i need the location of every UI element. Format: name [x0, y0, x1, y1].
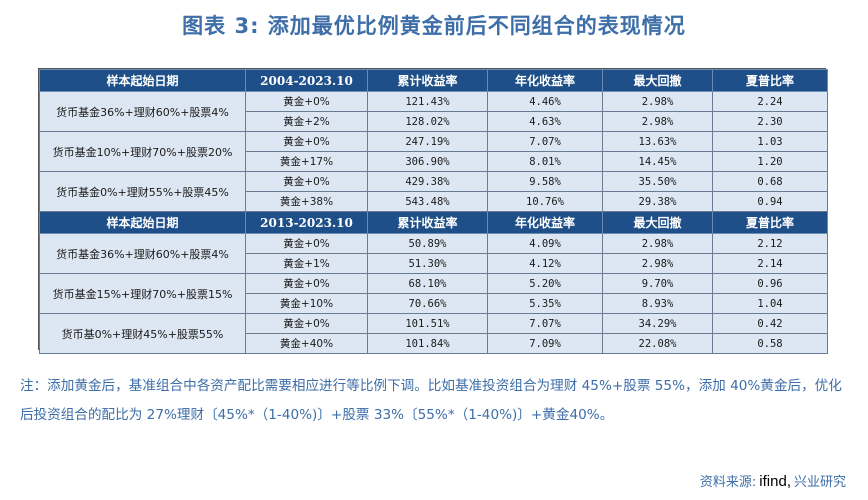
metric-cell: 2.98%	[602, 253, 713, 274]
metric-cell: 2.24	[712, 91, 828, 112]
metric-cell: 4.46%	[487, 91, 603, 112]
table-row: 货币基金36%+理财60%+股票4% 黄金+0% 50.89% 4.09% 2.98% 2…	[39, 233, 828, 274]
column-header: 年化收益率	[487, 69, 603, 92]
gold-allocation-cell: 黄金+10%	[245, 293, 368, 314]
column-header: 夏普比率	[712, 69, 828, 92]
metric-cell: 2.14	[712, 253, 828, 274]
metric-cell: 0.94	[712, 191, 828, 212]
table-row: 黄金+10% 70.66% 5.35% 8.93% 1.04	[40, 293, 828, 314]
metric-cell: 429.38%	[367, 171, 488, 192]
gold-allocation-cell: 黄金+1%	[245, 253, 368, 274]
section-header-row: 样本起始日期 2013-2023.10 累计收益率 年化收益率 最大回撤 夏普比率	[39, 211, 828, 234]
metric-cell: 2.98%	[602, 233, 713, 254]
metric-cell: 1.20	[712, 151, 828, 172]
portfolio-combo-cell: 货币基金0%+理财55%+股票45%	[39, 171, 246, 212]
portfolio-combo-cell: 货币基金10%+理财70%+股票20%	[39, 131, 246, 172]
metric-cell: 543.48%	[367, 191, 488, 212]
performance-table: 样本起始日期 2004-2023.10 累计收益率 年化收益率 最大回撤 夏普比率 货币基金…	[39, 69, 828, 354]
metric-cell: 51.30%	[367, 253, 488, 274]
metric-cell: 128.02%	[367, 111, 488, 132]
metric-cell: 50.89%	[367, 233, 488, 254]
gold-allocation-cell: 黄金+0%	[245, 171, 368, 192]
column-header: 最大回撤	[602, 69, 713, 92]
metric-cell: 13.63%	[602, 131, 713, 152]
table-row: 货币基金10%+理财70%+股票20% 黄金+0% 247.19% 7.07% 13.6…	[39, 131, 828, 172]
metric-cell: 5.35%	[487, 293, 603, 314]
metric-cell: 5.20%	[487, 273, 603, 294]
metric-cell: 0.68	[712, 171, 828, 192]
metric-cell: 8.93%	[602, 293, 713, 314]
gold-allocation-cell: 黄金+2%	[245, 111, 368, 132]
gold-allocation-cell: 黄金+38%	[245, 191, 368, 212]
source-ifind: ifind,	[759, 473, 791, 490]
metric-cell: 4.09%	[487, 233, 603, 254]
metric-cell: 101.51%	[367, 313, 488, 334]
gold-allocation-cell: 黄金+0%	[245, 233, 368, 254]
metric-cell: 14.45%	[602, 151, 713, 172]
metric-cell: 2.30	[712, 111, 828, 132]
gold-allocation-cell: 黄金+0%	[245, 313, 368, 334]
gold-allocation-cell: 黄金+40%	[245, 333, 368, 354]
column-header: 累计收益率	[367, 69, 488, 92]
metric-cell: 2.98%	[602, 111, 713, 132]
metric-cell: 121.43%	[367, 91, 488, 112]
metric-cell: 7.07%	[487, 131, 603, 152]
metric-cell: 2.98%	[602, 91, 713, 112]
metric-cell: 7.07%	[487, 313, 603, 334]
column-header: 2013-2023.10	[245, 211, 368, 234]
metric-cell: 8.01%	[487, 151, 603, 172]
metric-cell: 9.58%	[487, 171, 603, 192]
table-row: 黄金+2% 128.02% 4.63% 2.98% 2.30	[40, 111, 828, 132]
figure-title: 图表 3: 添加最优比例黄金前后不同组合的表现情况	[182, 14, 686, 38]
metric-cell: 2.12	[712, 233, 828, 254]
metric-cell: 29.38%	[602, 191, 713, 212]
gold-allocation-cell: 黄金+0%	[245, 91, 368, 112]
metric-cell: 0.96	[712, 273, 828, 294]
portfolio-combo-cell: 货币基0%+理财45%+股票55%	[39, 313, 246, 354]
source-prefix: 资料来源:	[699, 475, 757, 490]
table-row: 黄金+40% 101.84% 7.09% 22.08% 0.58	[40, 333, 828, 354]
metric-cell: 0.58	[712, 333, 828, 354]
column-header: 2004-2023.10	[245, 69, 368, 92]
table-row: 货币基金15%+理财70%+股票15% 黄金+0% 68.10% 5.20% 9.70%…	[39, 273, 828, 314]
source-line: 资料来源: ifind, 兴业研究	[700, 471, 846, 490]
metric-cell: 0.42	[712, 313, 828, 334]
metric-cell: 4.12%	[487, 253, 603, 274]
performance-table-container: 样本起始日期 2004-2023.10 累计收益率 年化收益率 最大回撤 夏普比率 货币基金…	[38, 68, 828, 354]
table-row: 货币基金36%+理财60%+股票4% 黄金+0% 121.43% 4.46% 2.98%…	[39, 91, 828, 132]
metric-cell: 10.76%	[487, 191, 603, 212]
metric-cell: 22.08%	[602, 333, 713, 354]
portfolio-combo-cell: 货币基金15%+理财70%+股票15%	[39, 273, 246, 314]
column-header: 累计收益率	[367, 211, 488, 234]
metric-cell: 34.29%	[602, 313, 713, 334]
metric-cell: 101.84%	[367, 333, 488, 354]
metric-cell: 306.90%	[367, 151, 488, 172]
metric-cell: 70.66%	[367, 293, 488, 314]
column-header: 年化收益率	[487, 211, 603, 234]
gold-allocation-cell: 黄金+17%	[245, 151, 368, 172]
section-header-row: 样本起始日期 2004-2023.10 累计收益率 年化收益率 最大回撤 夏普比率	[39, 69, 828, 92]
source-suffix: 兴业研究	[793, 475, 846, 490]
table-row: 黄金+38% 543.48% 10.76% 29.38% 0.94	[40, 191, 828, 212]
gold-allocation-cell: 黄金+0%	[245, 273, 368, 294]
column-header: 样本起始日期	[39, 211, 246, 234]
table-row: 货币基0%+理财45%+股票55% 黄金+0% 101.51% 7.07% 34.29%…	[39, 313, 828, 354]
metric-cell: 7.09%	[487, 333, 603, 354]
table-row: 黄金+1% 51.30% 4.12% 2.98% 2.14	[40, 253, 828, 274]
metric-cell: 9.70%	[602, 273, 713, 294]
column-header: 最大回撤	[602, 211, 713, 234]
gold-allocation-cell: 黄金+0%	[245, 131, 368, 152]
portfolio-combo-cell: 货币基金36%+理财60%+股票4%	[39, 233, 246, 274]
footnote: 注：添加黄金后，基准组合中各资产配比需要相应进行等比例下调。比如基准投资组合为理…	[20, 378, 842, 423]
metric-cell: 68.10%	[367, 273, 488, 294]
metric-cell: 4.63%	[487, 111, 603, 132]
metric-cell: 1.03	[712, 131, 828, 152]
metric-cell: 247.19%	[367, 131, 488, 152]
metric-cell: 35.50%	[602, 171, 713, 192]
column-header: 样本起始日期	[39, 69, 246, 92]
column-header: 夏普比率	[712, 211, 828, 234]
portfolio-combo-cell: 货币基金36%+理财60%+股票4%	[39, 91, 246, 132]
metric-cell: 1.04	[712, 293, 828, 314]
table-row: 货币基金0%+理财55%+股票45% 黄金+0% 429.38% 9.58% 35.50…	[39, 171, 828, 212]
